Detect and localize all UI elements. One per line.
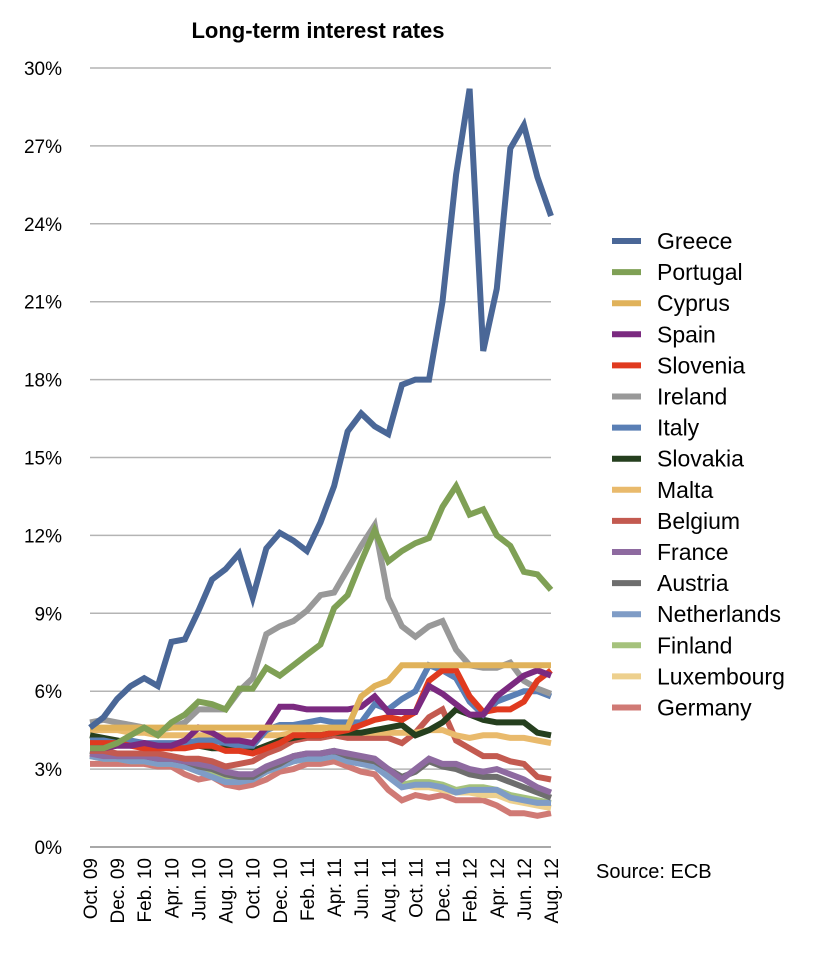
series-line-france xyxy=(89,747,553,796)
x-tick-label: Aug. 10 xyxy=(217,858,238,924)
x-tick-label: Dec. 11 xyxy=(434,858,455,922)
y-tick-label: 6% xyxy=(35,682,63,703)
legend-label: Portugal xyxy=(657,259,743,285)
legend-label: Austria xyxy=(657,570,729,596)
x-tick-label: Apr. 12 xyxy=(488,858,509,918)
x-tick-label: Aug. 12 xyxy=(542,858,563,924)
legend-label: France xyxy=(657,539,729,565)
legend-label: Netherlands xyxy=(657,601,781,627)
legend-label: Luxembourg xyxy=(657,663,785,689)
source-note: Source: ECB xyxy=(596,861,712,883)
chart-title: Long-term interest rates xyxy=(191,18,444,43)
y-tick-label: 12% xyxy=(24,526,62,547)
x-tick-label: Apr. 10 xyxy=(162,858,183,918)
x-tick-label: Dec. 09 xyxy=(108,858,129,923)
y-tick-label: 0% xyxy=(35,838,63,859)
legend-label: Ireland xyxy=(657,384,727,410)
x-tick-label: Apr. 11 xyxy=(325,858,346,917)
legend-label: Greece xyxy=(657,228,732,254)
x-axis-tick-labels: Oct. 09 Dec. 09 Feb. 10 Apr. 10 Jun. 10 Aug. … xyxy=(81,858,563,924)
x-tick-label: Jun. 12 xyxy=(515,858,536,920)
y-tick-label: 21% xyxy=(24,293,62,314)
y-tick-label: 15% xyxy=(24,449,62,470)
y-tick-label: 27% xyxy=(24,137,62,158)
x-tick-label: Oct. 09 xyxy=(81,858,102,919)
x-tick-label: Jun. 11 xyxy=(352,858,373,919)
x-tick-label: Oct. 10 xyxy=(244,858,265,919)
y-tick-label: 24% xyxy=(24,215,62,236)
legend-label: Cyprus xyxy=(657,290,730,316)
legend-label: Italy xyxy=(657,415,700,441)
series-line-ireland xyxy=(89,517,553,734)
y-tick-label: 9% xyxy=(35,604,63,625)
x-tick-label: Oct. 11 xyxy=(406,858,427,918)
series-line-spain xyxy=(90,667,553,752)
legend: Greece Portugal Cyprus Spain Slovenia Ireland… xyxy=(612,228,785,721)
legend-label: Slovenia xyxy=(657,352,745,378)
y-tick-label: 18% xyxy=(24,371,62,392)
x-tick-label: Feb. 10 xyxy=(135,858,156,922)
y-tick-label: 3% xyxy=(35,760,63,781)
x-tick-label: Feb. 12 xyxy=(461,858,482,922)
x-tick-label: Aug. 11 xyxy=(379,858,400,922)
y-axis-tick-labels: 0% 3% 6% 9% 12% 15% 18% 21% 24% 27% 30% xyxy=(24,59,62,859)
legend-label: Belgium xyxy=(657,508,740,534)
series-lines xyxy=(88,88,554,819)
x-tick-label: Jun. 10 xyxy=(189,858,210,920)
legend-label: Germany xyxy=(657,695,752,721)
legend-label: Malta xyxy=(657,477,713,503)
x-tick-label: Feb. 11 xyxy=(298,858,319,921)
legend-label: Slovakia xyxy=(657,446,744,472)
legend-label: Spain xyxy=(657,321,716,347)
series-line-portugal xyxy=(90,479,554,752)
series-line-netherlands xyxy=(89,752,551,806)
x-tick-label: Dec. 10 xyxy=(271,858,292,923)
y-tick-label: 30% xyxy=(24,59,62,80)
legend-label: Finland xyxy=(657,632,732,658)
series-line-greece xyxy=(88,88,554,730)
